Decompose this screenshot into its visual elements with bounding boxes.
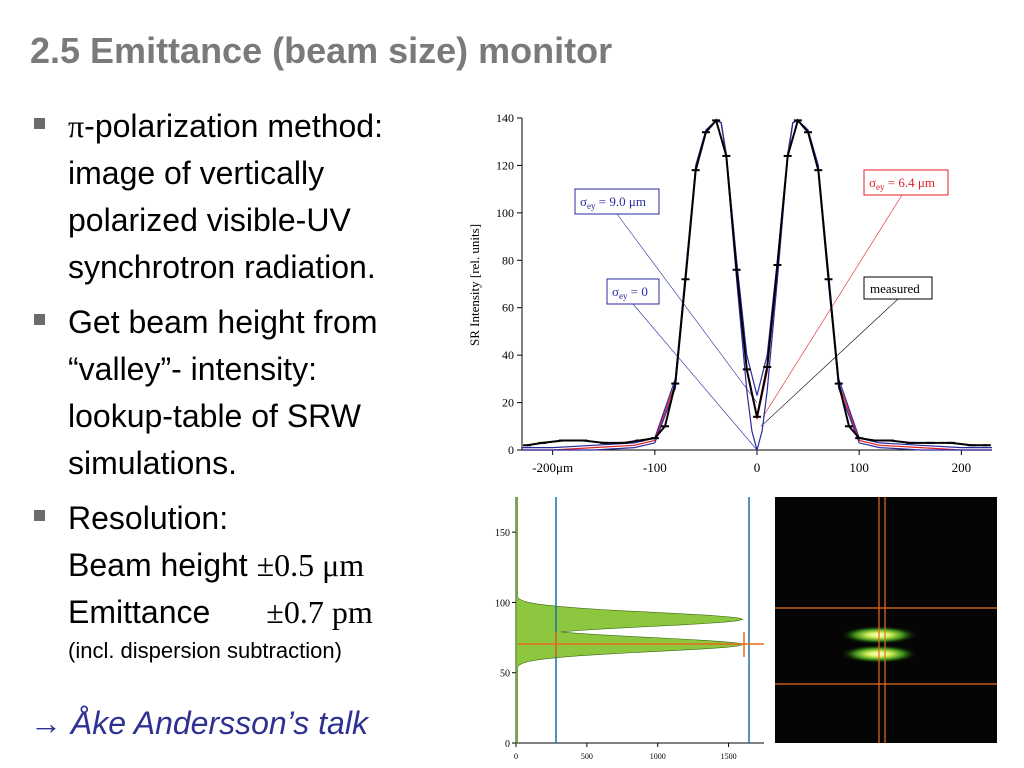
svg-text:σey = 0: σey = 0 <box>612 284 648 301</box>
bullet-text: lookup-table of SRW <box>68 398 361 434</box>
y-tick-label: 140 <box>496 111 514 125</box>
bullet-text: Get beam height from <box>68 304 378 340</box>
bullet-text: synchrotron radiation. <box>68 249 376 285</box>
profile-x-tick-label: 1000 <box>650 752 666 761</box>
bullet-square-icon <box>34 510 45 521</box>
y-tick-label: 60 <box>502 301 514 315</box>
bullet-square-icon <box>34 314 45 325</box>
callout-line-sigma-0 <box>632 303 758 451</box>
profile-area <box>515 497 744 744</box>
bullet-text: Resolution: <box>68 500 229 536</box>
svg-text:measured: measured <box>870 281 920 296</box>
y-tick-label: 80 <box>502 253 514 267</box>
y-tick-label: 40 <box>502 348 514 362</box>
dispersion-note: (incl. dispersion subtraction) <box>68 638 342 663</box>
y-tick-label: 20 <box>502 396 514 410</box>
annotation-sigma-9: σey = 9.0 μm <box>574 188 660 215</box>
bullet-resolution: Resolution: Beam height ±0.5 μm Emittanc… <box>30 495 470 666</box>
callout-line-sigma-6-4 <box>762 194 903 417</box>
bullet-text: image of vertically <box>68 155 325 191</box>
emittance-label: Emittance <box>68 594 211 630</box>
emittance-value: ±0.7 pm <box>266 594 373 630</box>
beam-camera-image <box>775 497 997 743</box>
bullet-text: -polarization method: <box>84 108 383 144</box>
profile-y-tick-label: 100 <box>495 598 510 609</box>
x-tick-label: -200μm <box>532 460 573 475</box>
slide-title: 2.5 Emittance (beam size) monitor <box>30 30 613 71</box>
bullet-text: polarized visible-UV <box>68 202 351 238</box>
series-sigma-9 <box>522 119 992 449</box>
bullet-polarization: π-polarization method: image of vertical… <box>30 103 470 291</box>
y-tick-label: 0 <box>508 443 514 457</box>
callout-line-sigma-9 <box>616 213 758 403</box>
svg-text:σey = 9.0 μm: σey = 9.0 μm <box>580 194 646 211</box>
beam-height-label: Beam height <box>68 547 248 583</box>
bullet-list: π-polarization method: image of vertical… <box>30 103 470 666</box>
bullet-text: “valley”- intensity: <box>68 351 317 387</box>
x-tick-label: 100 <box>849 460 869 475</box>
profile-y-tick-label: 50 <box>500 669 510 680</box>
annotation-measured: measured <box>863 276 933 300</box>
beam-height-value: ±0.5 μm <box>256 547 365 583</box>
profile-x-tick-label: 1500 <box>721 752 737 761</box>
y-tick-label: 120 <box>496 158 514 172</box>
series-sigma-6-4 <box>522 119 992 451</box>
y-axis-label: SR Intensity [rel. units] <box>467 224 482 346</box>
y-tick-label: 100 <box>496 206 514 220</box>
talk-link[interactable]: → Åke Andersson’s talk <box>30 705 368 741</box>
profile-y-tick-label: 0 <box>505 739 510 750</box>
bullet-square-icon <box>34 118 45 129</box>
profile-x-tick-label: 0 <box>514 752 518 761</box>
callout-line-measured <box>760 298 899 427</box>
bullet-valley: Get beam height from “valley”- intensity… <box>30 299 470 487</box>
x-tick-label: 200 <box>952 460 972 475</box>
bullet-text: simulations. <box>68 445 237 481</box>
profile-y-tick-label: 150 <box>495 528 510 539</box>
x-tick-label: -100 <box>643 460 667 475</box>
profile-x-tick-label: 500 <box>581 752 593 761</box>
series-sigma-0 <box>522 119 992 453</box>
svg-text:σey = 6.4 μm: σey = 6.4 μm <box>869 175 935 192</box>
annotation-sigma-6-4: σey = 6.4 μm <box>863 169 949 196</box>
x-tick-label: 0 <box>754 460 761 475</box>
intensity-profile-chart: SR Intensity [rel. units] -200μm -100 0 100… <box>467 111 992 475</box>
annotation-sigma-0: σey = 0 <box>606 278 660 305</box>
pi-symbol: π <box>68 108 85 144</box>
